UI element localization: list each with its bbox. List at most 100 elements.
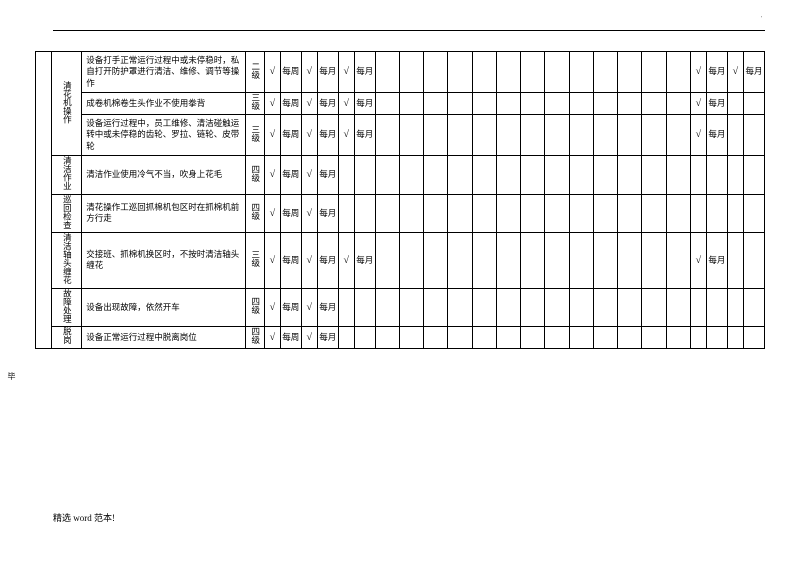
blank-cell: [375, 233, 399, 288]
blank-cell: [642, 114, 666, 155]
blank-cell: [399, 114, 423, 155]
freq-cell: 每月: [707, 93, 728, 114]
blank-cell: [618, 327, 642, 348]
blank-cell: [569, 233, 593, 288]
blank-cell: [545, 156, 569, 194]
blank-cell: [666, 233, 690, 288]
blank-cell: [569, 52, 593, 93]
desc-cell: 设备正常运行过程中脱离岗位: [82, 327, 246, 348]
freq-cell: 每周: [280, 327, 301, 348]
blank-cell: [593, 288, 617, 326]
blank-cell: [521, 327, 545, 348]
blank-cell: [618, 156, 642, 194]
blank-cell: [707, 194, 728, 232]
blank-cell: [690, 194, 706, 232]
blank-cell: [496, 288, 520, 326]
freq-cell: 每周: [280, 233, 301, 288]
blank-cell: [448, 194, 472, 232]
blank-cell: [375, 93, 399, 114]
blank-cell: [690, 288, 706, 326]
blank-cell: [727, 156, 743, 194]
blank-cell: [642, 288, 666, 326]
blank-cell: [399, 156, 423, 194]
top-horizontal-rule: [53, 30, 765, 31]
blank-cell: [593, 194, 617, 232]
blank-cell: [496, 194, 520, 232]
blank-cell: [707, 288, 728, 326]
check-cell: √: [338, 52, 354, 93]
blank-cell: [618, 93, 642, 114]
blank-cell: [472, 233, 496, 288]
check-cell: √: [727, 52, 743, 93]
blank-cell: [375, 52, 399, 93]
blank-cell: [424, 288, 448, 326]
blank-cell: [496, 233, 520, 288]
blank-cell: [496, 327, 520, 348]
blank-cell: [642, 93, 666, 114]
blank-cell: [399, 52, 423, 93]
blank-cell: [569, 93, 593, 114]
blank-cell: [618, 52, 642, 93]
check-cell: √: [264, 194, 280, 232]
blank-cell: [690, 327, 706, 348]
blank-cell: [618, 233, 642, 288]
blank-cell: [472, 327, 496, 348]
blank-cell: [424, 327, 448, 348]
freq-cell: 每月: [317, 194, 338, 232]
freq-cell: 每月: [354, 52, 375, 93]
blank-cell: [399, 194, 423, 232]
blank-cell: [521, 114, 545, 155]
blank-cell: [642, 52, 666, 93]
freq-cell: 每月: [707, 52, 728, 93]
category-cell: 清花机操作: [52, 52, 82, 156]
blank-cell: [666, 93, 690, 114]
blank-cell: [448, 114, 472, 155]
check-cell: √: [301, 156, 317, 194]
level-cell: 三级: [246, 233, 264, 288]
side-margin-mark: 毕: [6, 372, 17, 380]
freq-cell: 每月: [707, 114, 728, 155]
blank-cell: [707, 156, 728, 194]
blank-cell: [338, 327, 354, 348]
blank-cell: [593, 156, 617, 194]
check-cell: √: [264, 156, 280, 194]
blank-cell: [727, 93, 743, 114]
blank-cell: [666, 194, 690, 232]
freq-cell: 每月: [354, 233, 375, 288]
safety-inspection-table: 清花机操作 设备打手正常运行过程中或未停稳时，私自打开防护罩进行清洁、维修、调节…: [35, 51, 765, 349]
blank-cell: [545, 52, 569, 93]
check-cell: √: [264, 233, 280, 288]
blank-cell: [666, 114, 690, 155]
check-cell: √: [690, 93, 706, 114]
freq-cell: 每月: [317, 156, 338, 194]
blank-cell: [521, 233, 545, 288]
blank-cell: [545, 93, 569, 114]
blank-cell: [593, 93, 617, 114]
blank-cell: [496, 156, 520, 194]
blank-cell: [727, 233, 743, 288]
table-row: 清洁作业 清洁作业使用冷气不当，吹身上花毛 四级 √ 每周 √ 每月: [36, 156, 765, 194]
blank-cell: [618, 114, 642, 155]
blank-cell: [472, 93, 496, 114]
blank-cell: [666, 156, 690, 194]
blank-cell: [743, 93, 764, 114]
blank-cell: [399, 233, 423, 288]
blank-cell: [727, 327, 743, 348]
freq-cell: 每周: [280, 93, 301, 114]
freq-cell: 每周: [280, 156, 301, 194]
table-row: 脱岗 设备正常运行过程中脱离岗位 四级 √ 每周 √ 每月: [36, 327, 765, 348]
blank-cell: [569, 327, 593, 348]
blank-cell: [743, 156, 764, 194]
blank-cell: [496, 93, 520, 114]
footer-text: 精选 word 范本!: [53, 511, 115, 524]
category-cell: 清洁轴头缠花: [52, 233, 82, 288]
desc-cell: 交接班、抓棉机换区时，不按时清洁轴头缠花: [82, 233, 246, 288]
freq-cell: 每周: [280, 288, 301, 326]
check-cell: √: [301, 114, 317, 155]
blank-cell: [424, 93, 448, 114]
blank-cell: [448, 156, 472, 194]
blank-cell: [727, 114, 743, 155]
check-cell: √: [301, 288, 317, 326]
blank-cell: [448, 288, 472, 326]
blank-cell: [472, 114, 496, 155]
